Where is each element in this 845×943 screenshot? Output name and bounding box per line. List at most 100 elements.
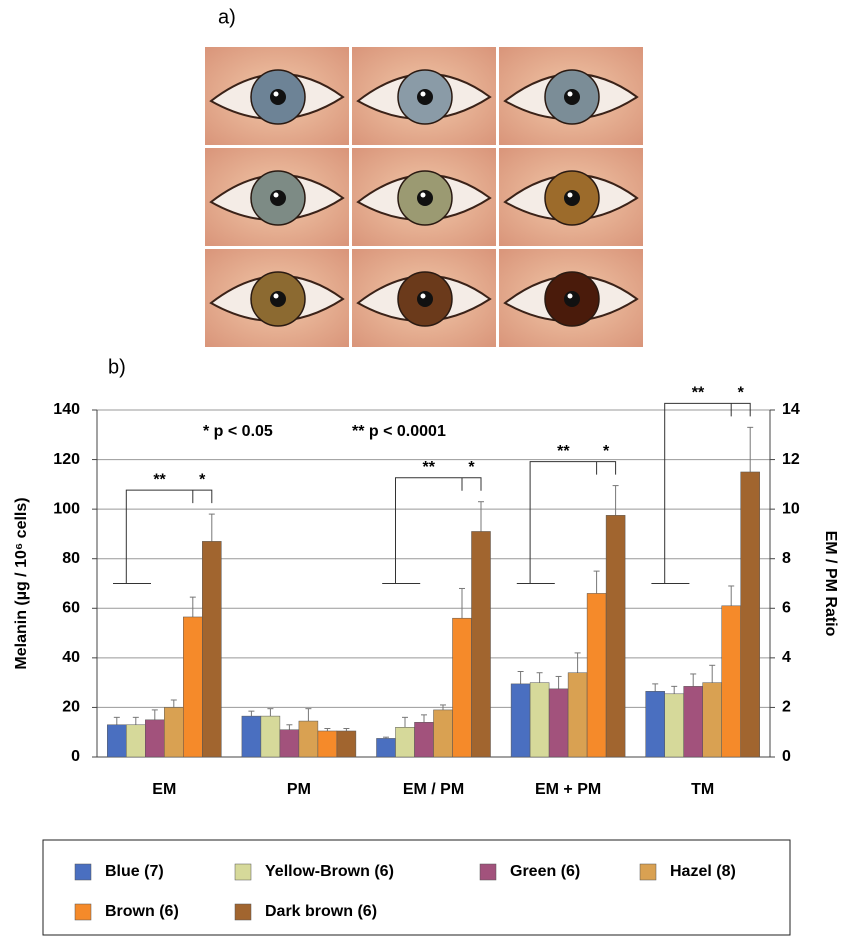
bar [126, 725, 145, 757]
annotation: * p < 0.05 [203, 423, 273, 440]
glint [568, 294, 573, 299]
bar [202, 541, 221, 757]
glint [274, 294, 279, 299]
panel-label: b) [108, 356, 126, 378]
bar [684, 686, 703, 757]
glint [568, 92, 573, 97]
pupil [270, 190, 286, 206]
pupil [564, 291, 580, 307]
pupil [417, 190, 433, 206]
bar [183, 617, 202, 757]
glint [274, 193, 279, 198]
significance-label: ** [692, 385, 705, 402]
bar [261, 716, 280, 757]
eye-photos [205, 47, 643, 347]
legend-swatch [235, 864, 251, 880]
glint [421, 193, 426, 198]
y2-tick-label: 8 [782, 550, 791, 567]
y-tick-label: 0 [71, 748, 80, 765]
significance-label: ** [423, 459, 436, 476]
glint [421, 92, 426, 97]
bar [337, 731, 356, 757]
legend-label: Green (6) [510, 863, 580, 880]
bar [396, 727, 415, 757]
x-tick-label: EM [152, 781, 176, 798]
glint [421, 294, 426, 299]
legend-swatch [640, 864, 656, 880]
pupil [417, 291, 433, 307]
glint [274, 92, 279, 97]
bar [107, 725, 126, 757]
y2-tick-label: 10 [782, 500, 800, 517]
legend-swatch [235, 904, 251, 920]
bracket [382, 478, 481, 584]
y2-tick-label: 0 [782, 748, 791, 765]
legend-label: Dark brown (6) [265, 903, 377, 920]
y2-tick-label: 14 [782, 401, 800, 418]
y2-tick-label: 6 [782, 600, 791, 617]
bar [242, 716, 261, 757]
bar [587, 593, 606, 757]
y-tick-label: 40 [62, 649, 80, 666]
x-tick-label: PM [287, 781, 311, 798]
y2-tick-label: 12 [782, 451, 800, 468]
bar [434, 710, 453, 757]
bar [722, 606, 741, 757]
bar [415, 722, 434, 757]
pupil [270, 291, 286, 307]
bar [472, 531, 491, 757]
annotation: ** p < 0.0001 [352, 423, 446, 440]
bar [299, 721, 318, 757]
legend-box [43, 840, 790, 935]
bar [280, 730, 299, 757]
panel-label: a) [218, 6, 236, 28]
legend-label: Brown (6) [105, 903, 179, 920]
bar [511, 684, 530, 757]
legend-label: Blue (7) [105, 863, 164, 880]
bar [318, 731, 337, 757]
bar [164, 707, 183, 757]
bar [549, 689, 568, 757]
x-tick-label: EM + PM [535, 781, 601, 798]
y-tick-label: 20 [62, 699, 80, 716]
y2-tick-label: 4 [782, 649, 791, 666]
legend-swatch [75, 904, 91, 920]
y2-axis-title: EM / PM Ratio [822, 531, 839, 637]
legend-label: Hazel (8) [670, 863, 736, 880]
pupil [270, 89, 286, 105]
legend-swatch [480, 864, 496, 880]
bar [568, 673, 587, 757]
pupil [564, 190, 580, 206]
bracket [113, 490, 212, 583]
pupil [564, 89, 580, 105]
bar-chart: 0 20 40 60 80 100 120 140 0 2 4 6 8 10 12 14 Melanin (µg… [13, 385, 839, 799]
bar [665, 694, 684, 757]
significance-label: * [738, 385, 745, 402]
bar [530, 683, 549, 757]
x-tick-label: EM / PM [403, 781, 464, 798]
legend-label: Yellow-Brown (6) [265, 863, 394, 880]
significance-label: ** [153, 471, 166, 488]
y-tick-label: 80 [62, 550, 80, 567]
bar [145, 720, 164, 757]
bar [703, 683, 722, 757]
y-tick-label: 120 [53, 451, 80, 468]
figure: 0 20 40 60 80 100 120 140 0 2 4 6 8 10 12 14 Melanin (µg… [0, 0, 845, 938]
y-axis-title: Melanin (µg / 10⁶ cells) [13, 497, 30, 669]
glint [568, 193, 573, 198]
bar [606, 515, 625, 757]
significance-label: * [603, 443, 610, 460]
y-tick-label: 60 [62, 600, 80, 617]
significance-label: ** [557, 443, 570, 460]
y-tick-label: 100 [53, 500, 80, 517]
bar [453, 618, 472, 757]
y-tick-label: 140 [53, 401, 80, 418]
y2-tick-label: 2 [782, 699, 791, 716]
bar [741, 472, 760, 757]
bracket [651, 403, 750, 583]
x-tick-label: TM [691, 781, 714, 798]
bar [377, 738, 396, 757]
pupil [417, 89, 433, 105]
significance-label: * [199, 471, 206, 488]
bracket [517, 462, 616, 584]
